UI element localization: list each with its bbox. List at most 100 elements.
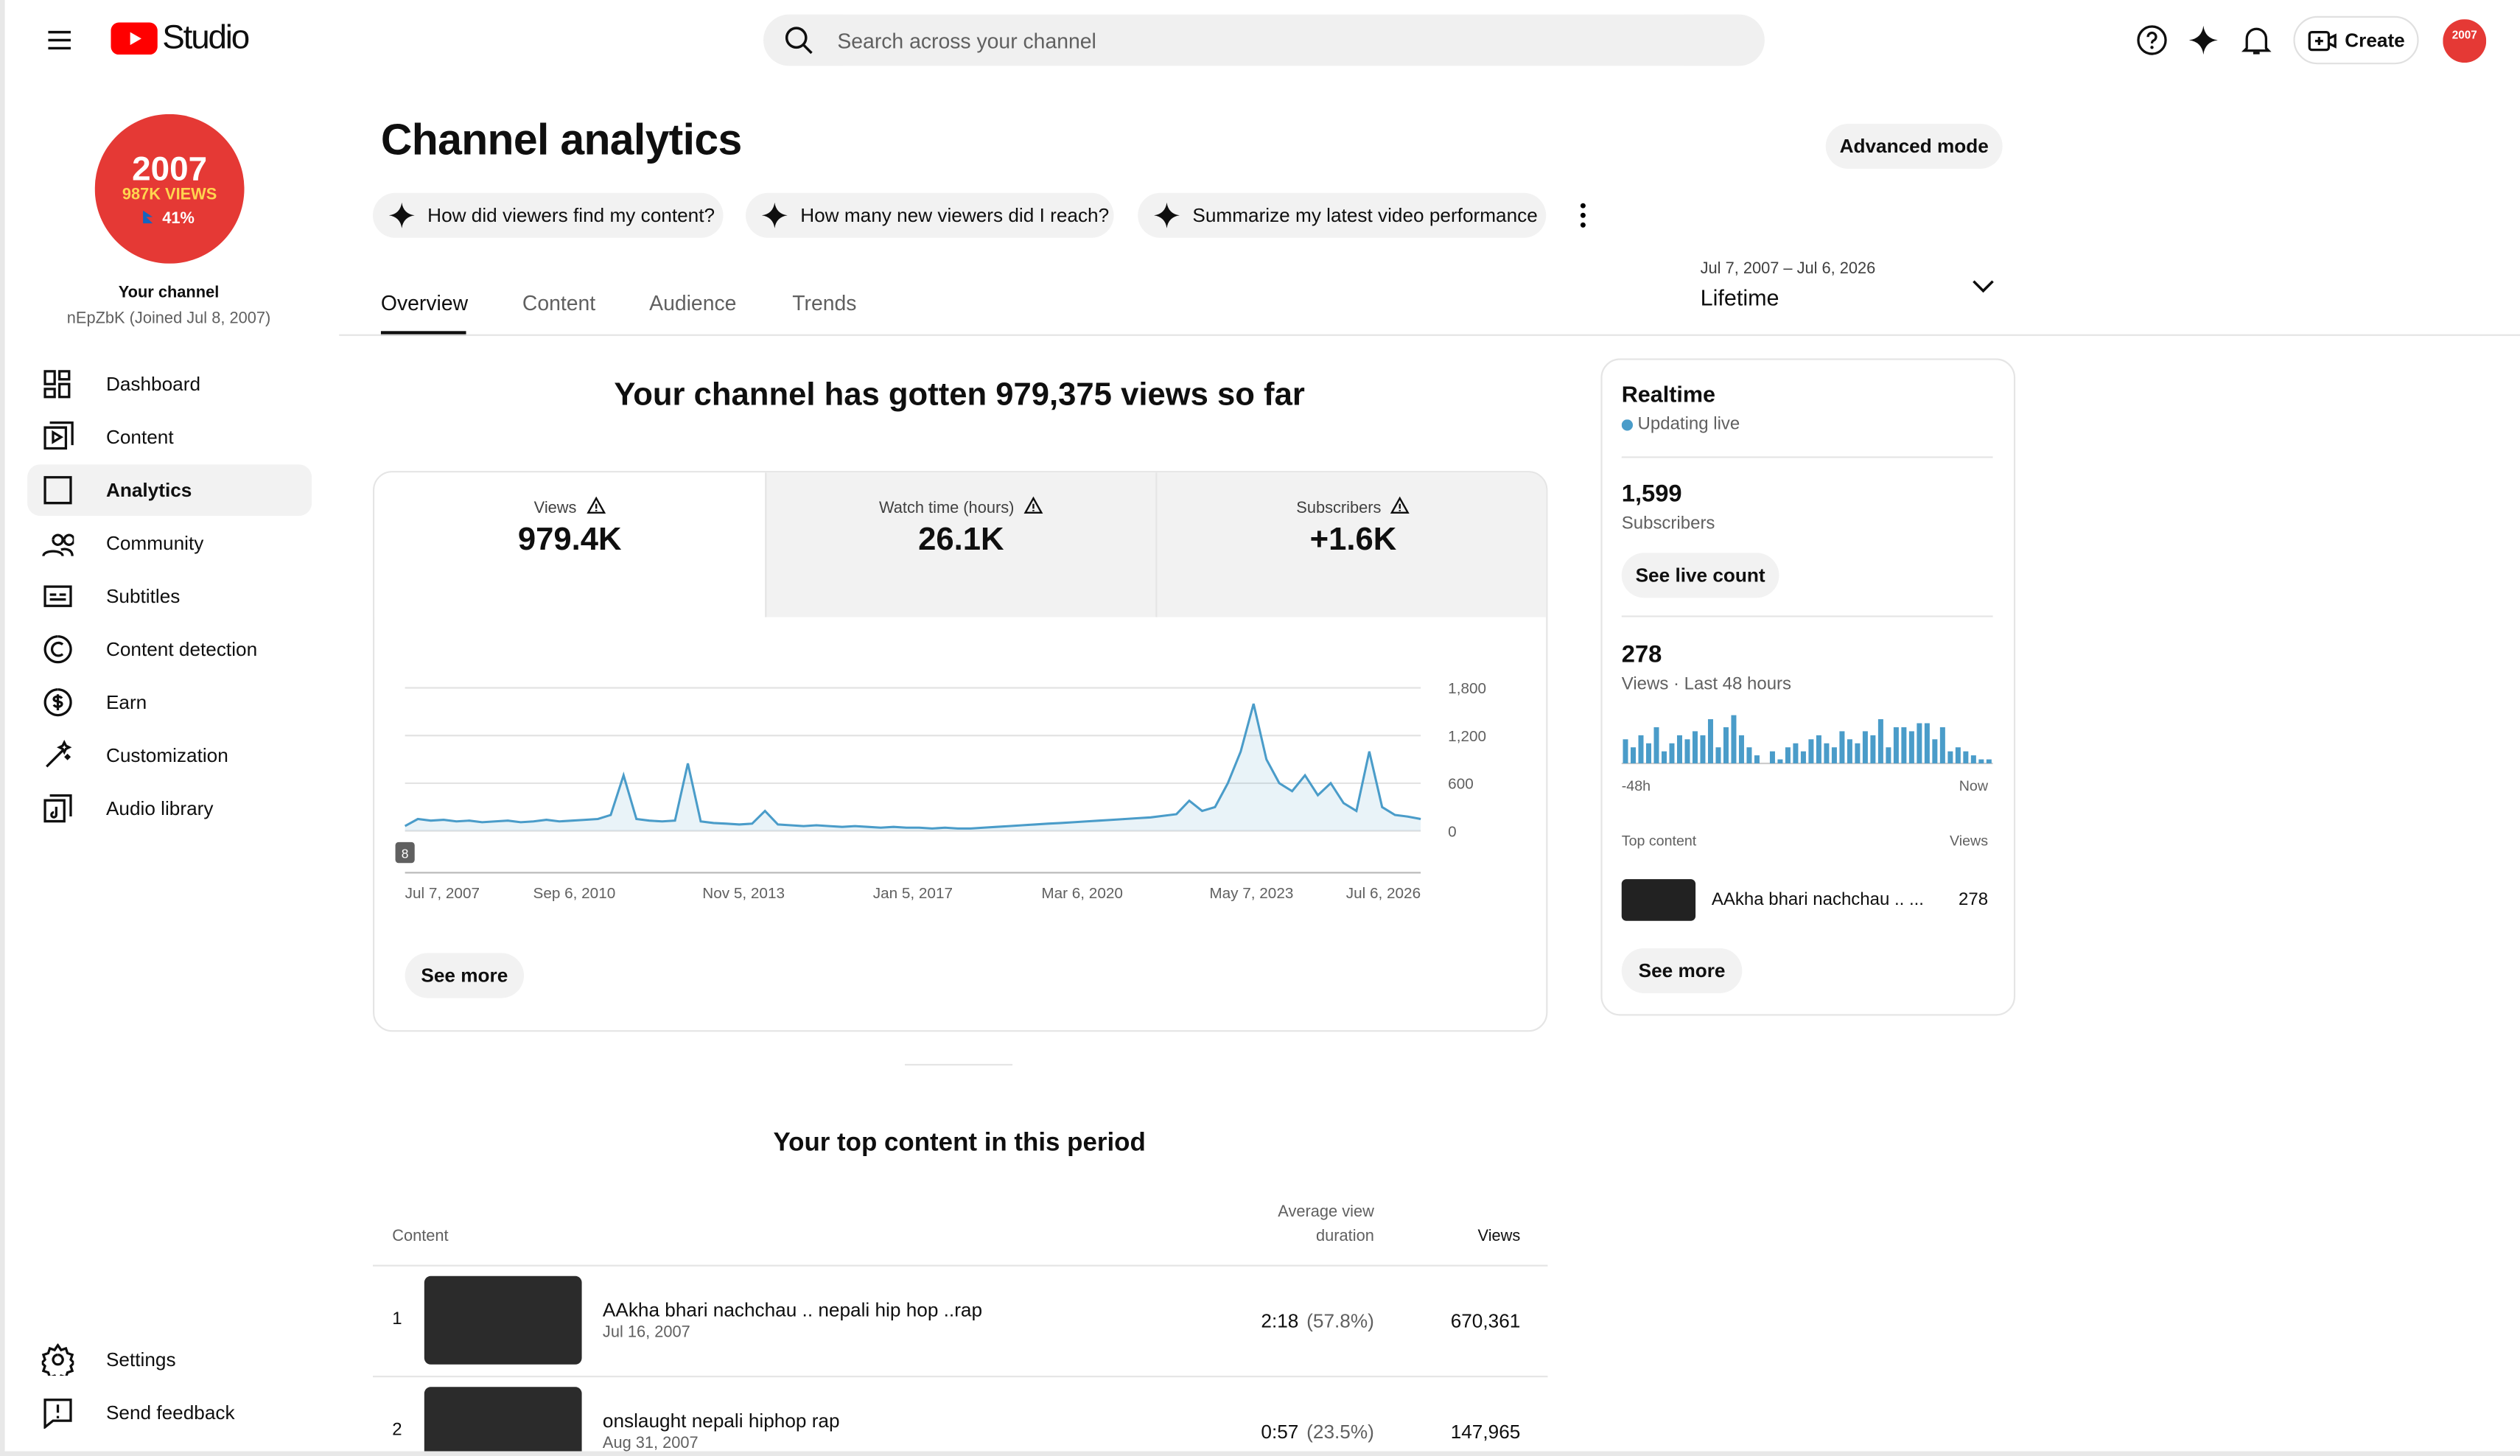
nav-item[interactable]: Earn <box>27 676 312 728</box>
realtime-title: Realtime <box>1621 380 1716 407</box>
create-button[interactable]: Create <box>2293 15 2419 65</box>
nav-label: Earn <box>105 690 147 714</box>
nav-item[interactable]: Subtitles <box>27 570 312 622</box>
logo-icon[interactable] <box>111 22 158 55</box>
metric-label-row: Watch time (hours) <box>766 496 1155 518</box>
nav-item[interactable]: Dashboard <box>27 358 312 410</box>
channel-label: Your channel <box>118 284 220 303</box>
y-tick-label: 0 <box>1448 823 1457 840</box>
nav-icon-path <box>42 533 74 557</box>
nav-item[interactable]: Send feedback <box>27 1387 312 1438</box>
nav-icon-path <box>41 1343 74 1376</box>
logo-text[interactable]: Studio <box>162 19 250 57</box>
realtime-bar <box>1623 739 1628 764</box>
nav-item[interactable]: Settings <box>27 1334 312 1385</box>
realtime-bar <box>1793 743 1799 764</box>
warning-icon <box>1390 496 1410 514</box>
subscribers-label: Subscribers <box>1621 514 1715 534</box>
nav-item[interactable]: Content detection <box>27 623 312 675</box>
live-dot <box>1621 419 1634 431</box>
realtime-see-more[interactable]: See more <box>1621 948 1743 993</box>
row-date: Jul 16, 2007 <box>602 1324 690 1343</box>
advanced-mode-button[interactable]: Advanced mode <box>1825 123 2003 169</box>
warning-icon <box>586 496 606 514</box>
nav-icon <box>42 533 74 557</box>
realtime-bar <box>1847 739 1852 764</box>
nav-icon-path <box>43 635 72 664</box>
realtime-bar <box>1893 727 1899 764</box>
summary-card: Views 979.4K Watch time (hours) 26.1K Subscr… <box>373 471 1548 1032</box>
realtime-bar <box>1638 735 1644 764</box>
realtime-divider <box>1621 615 1993 617</box>
realtime-bar <box>1816 735 1821 764</box>
row-title[interactable]: onslaught nepali hiphop rap <box>602 1409 840 1432</box>
period-dropdown[interactable] <box>1972 278 1995 294</box>
nav-icon <box>43 476 72 505</box>
tab[interactable]: Overview <box>380 290 469 315</box>
prompt-text: How many new viewers did I reach? <box>800 204 1110 227</box>
nav-item[interactable]: Content <box>27 411 312 463</box>
metric-label: Views <box>533 500 577 518</box>
realtime-bar <box>1986 759 1992 764</box>
help-button[interactable] <box>2136 24 2169 57</box>
metric-tab[interactable]: Views 979.4K <box>374 472 766 617</box>
nav-icon-path <box>43 370 71 399</box>
views-line <box>404 703 1421 830</box>
nav-item[interactable]: Audio library <box>27 783 312 834</box>
search-bar[interactable]: Search across your channel <box>763 14 1765 66</box>
summary-headline: Your channel has gotten 979,375 views so… <box>614 377 1305 413</box>
realtime-card <box>1600 358 2016 1016</box>
nav-icon-path <box>43 476 72 505</box>
search-icon <box>785 27 813 55</box>
nav-item[interactable]: Analytics <box>27 464 312 517</box>
row-thumbnail[interactable] <box>424 1387 582 1452</box>
top-video-thumbnail[interactable] <box>1621 879 1696 921</box>
date-range[interactable]: Jul 7, 2007 – Jul 6, 2026 <box>1700 260 1876 279</box>
menu-button[interactable] <box>46 27 72 53</box>
tab[interactable]: Audience <box>649 290 737 315</box>
realtime-bar <box>1808 739 1814 764</box>
nav-item[interactable]: Customization <box>27 729 312 781</box>
tab[interactable]: Content <box>522 290 596 315</box>
nav-item[interactable]: Community <box>27 517 312 569</box>
nav-icon <box>41 1343 74 1376</box>
chart-marker-label: 8 <box>402 847 409 861</box>
row-title[interactable]: AAkha bhari nachchau .. nepali hip hop .… <box>602 1298 983 1321</box>
sparkle-path <box>388 202 415 228</box>
notifications-button[interactable] <box>2240 24 2272 57</box>
realtime-bar <box>1738 735 1744 764</box>
metric-tab[interactable]: Subscribers +1.6K <box>1155 472 1547 617</box>
ai-button[interactable] <box>2188 25 2218 55</box>
top-video-title[interactable]: AAkha bhari nachchau .. ... <box>1711 890 1925 910</box>
see-live-count-button[interactable]: See live count <box>1621 553 1779 598</box>
row-rank: 2 <box>392 1421 402 1441</box>
x-tick-label: Jul 6, 2026 <box>1346 885 1421 902</box>
warning-path <box>586 496 606 514</box>
period[interactable]: Lifetime <box>1700 284 1779 310</box>
section-divider <box>904 1063 1013 1066</box>
x-tick-label: Sep 6, 2010 <box>533 885 616 902</box>
prompt-chip[interactable]: How many new viewers did I reach? <box>746 192 1114 238</box>
realtime-bar <box>1932 739 1938 764</box>
tab[interactable]: Trends <box>792 290 857 315</box>
prompt-chip[interactable]: How did viewers find my content? <box>373 192 724 238</box>
metric-label: Watch time (hours) <box>878 500 1015 518</box>
metric-tab[interactable]: Watch time (hours) 26.1K <box>765 472 1156 617</box>
realtime-bar <box>1955 747 1961 764</box>
more-button[interactable] <box>1577 201 1589 230</box>
see-more-button[interactable]: See more <box>405 953 525 998</box>
account-avatar[interactable]: 2007 <box>2443 19 2487 63</box>
prompt-chip[interactable]: Summarize my latest video performance <box>1138 192 1547 238</box>
nav-label: Analytics <box>105 478 192 502</box>
channel-avatar[interactable]: 2007 987K VIEWS 41% <box>94 113 245 264</box>
avatar-pct: 41% <box>162 209 195 227</box>
nav-label: Send feedback <box>105 1401 235 1424</box>
realtime-bar <box>1862 731 1868 764</box>
x-tick-label: Nov 5, 2013 <box>702 885 785 902</box>
metric-value: +1.6K <box>1309 522 1397 558</box>
row-thumbnail[interactable] <box>424 1275 582 1365</box>
search-placeholder: Search across your channel <box>837 29 1096 53</box>
top-content-label: Top content <box>1621 832 1697 849</box>
row-pct: (23.5%) <box>1306 1421 1374 1443</box>
